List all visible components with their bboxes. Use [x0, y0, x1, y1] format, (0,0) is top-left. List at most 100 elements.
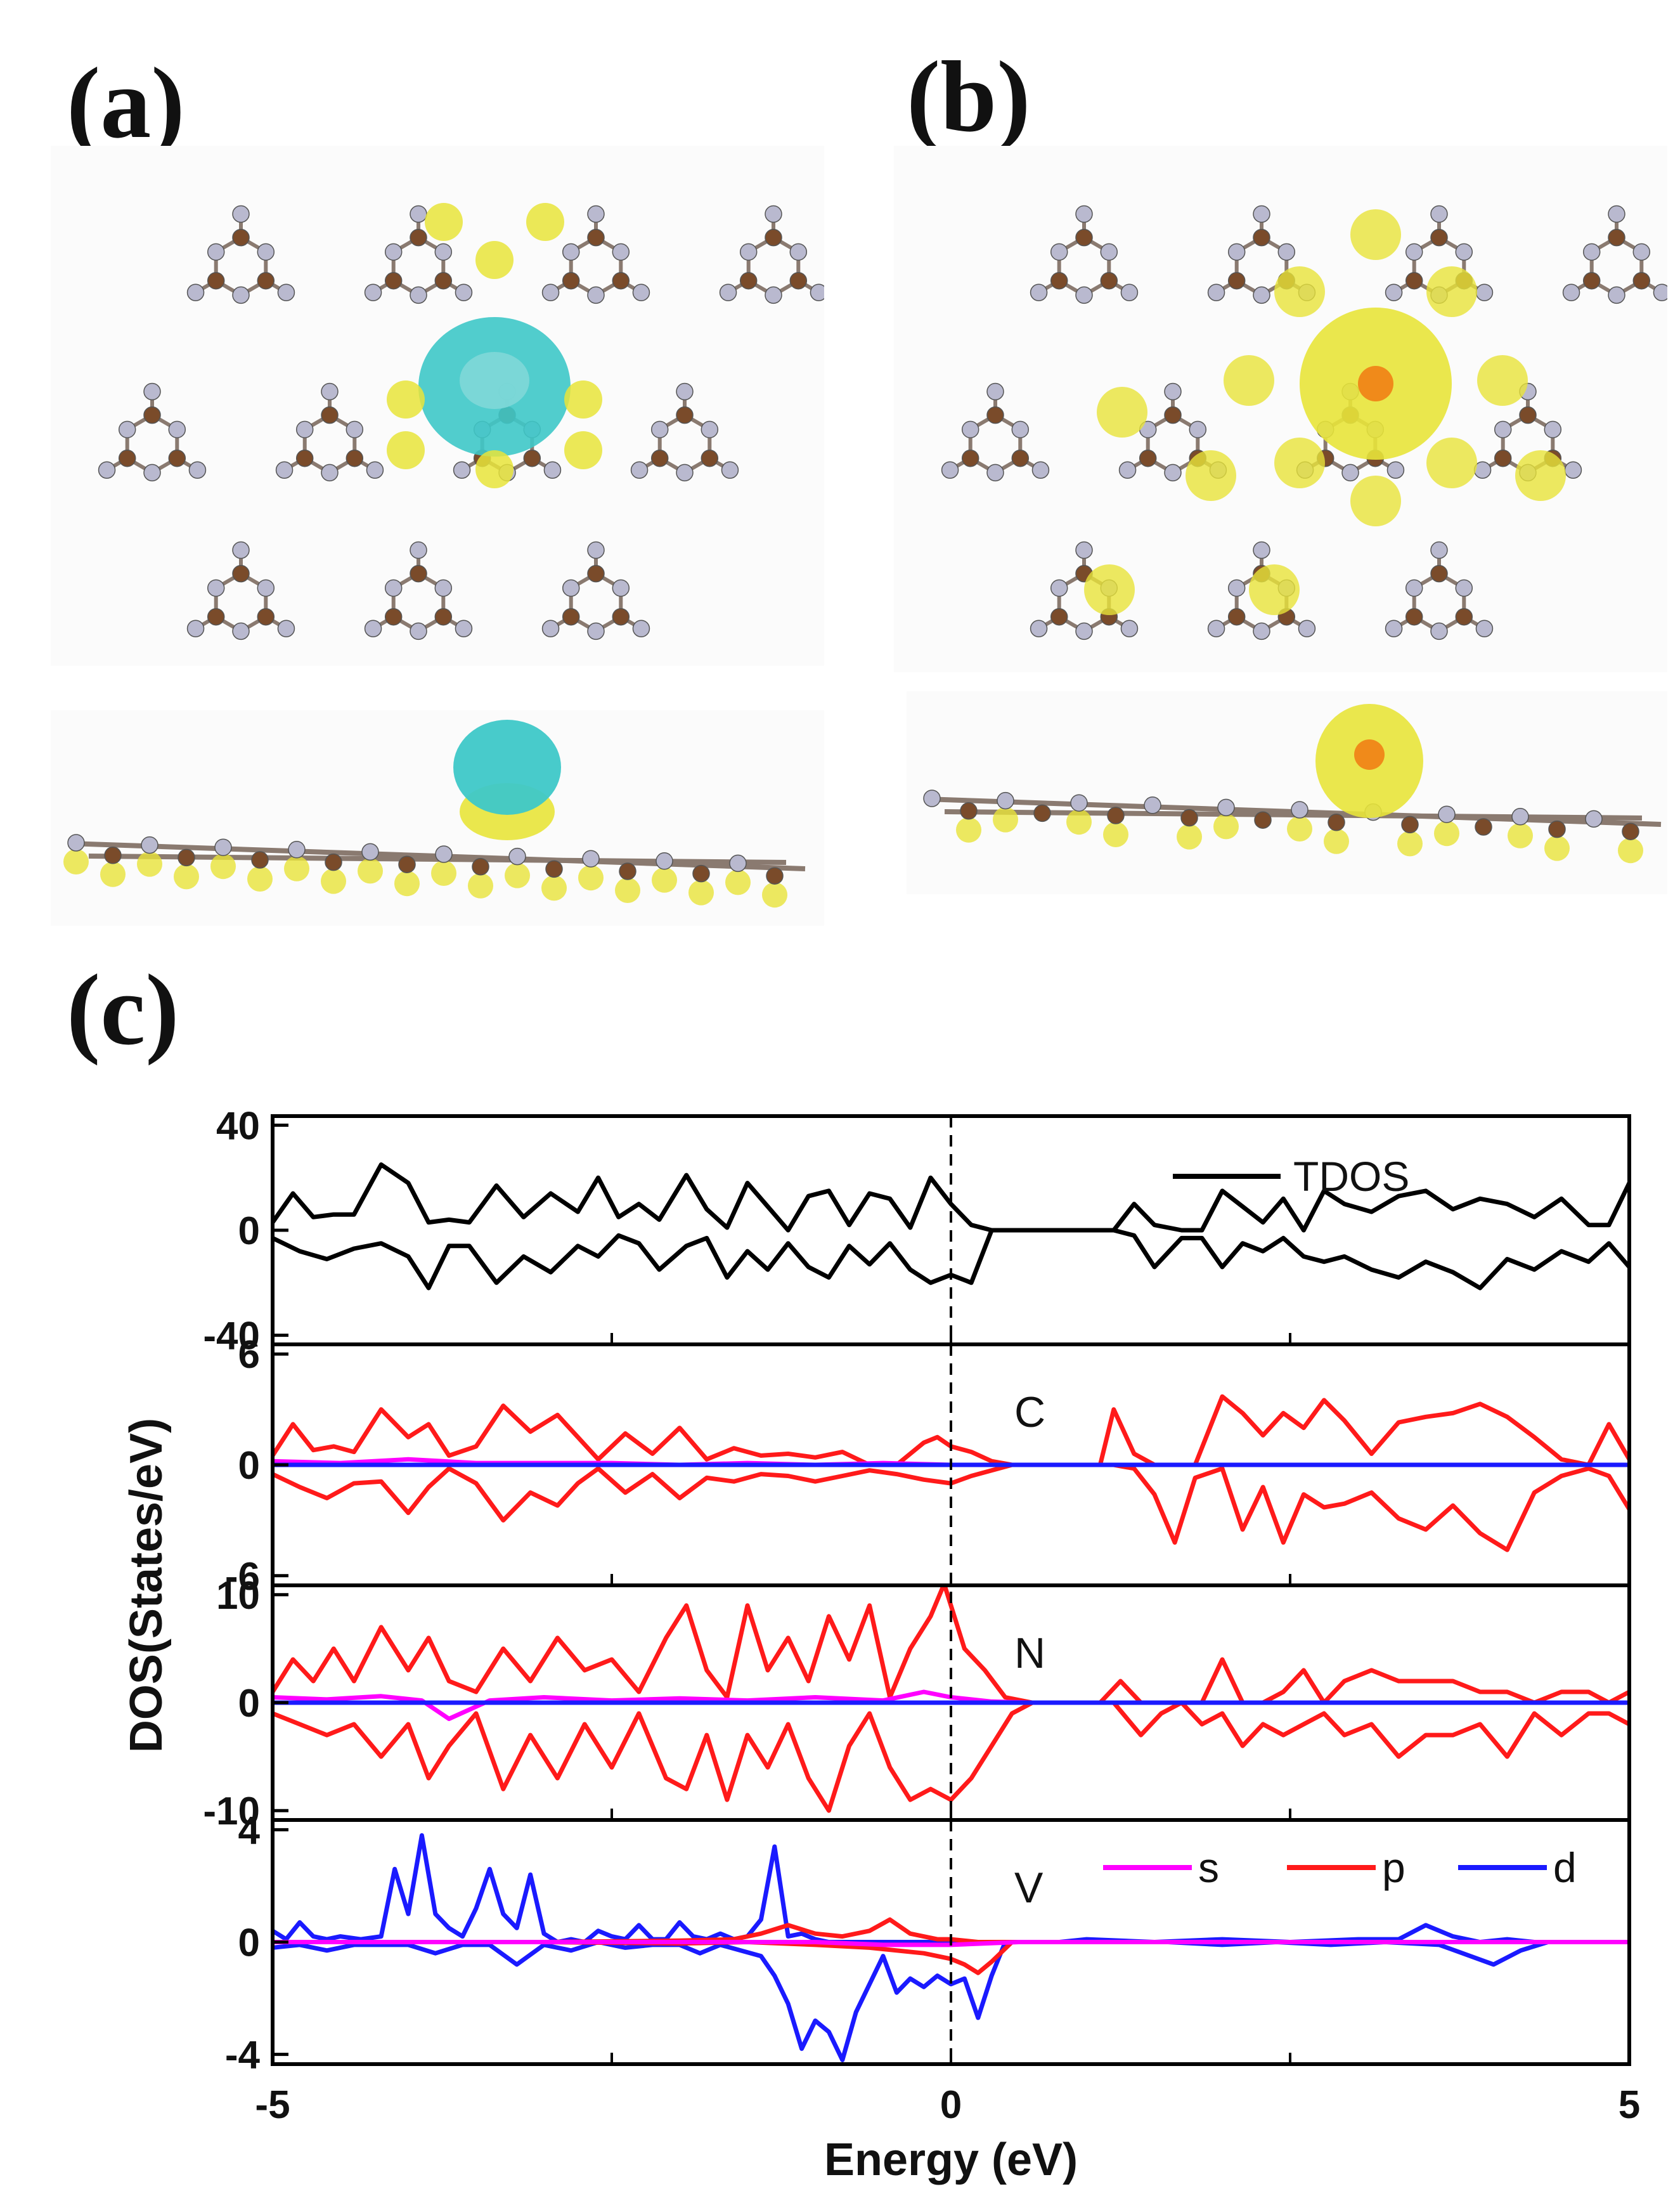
panel-element-label: N [1014, 1629, 1045, 1677]
nitrogen-atom [630, 461, 649, 479]
y-tick-label: 0 [238, 1209, 260, 1253]
nitrogen-atom [1070, 794, 1088, 812]
nitrogen-atom [1475, 620, 1494, 637]
series-line [273, 1228, 1629, 1290]
nitrogen-atom [168, 420, 186, 439]
nitrogen-atom [275, 461, 294, 479]
nitrogen-atom [1227, 579, 1246, 597]
y-tick-label: 10 [216, 1574, 260, 1618]
nitrogen-atom [384, 579, 403, 597]
y-tick-label: 0 [238, 1921, 260, 1965]
accumulation-isosurface [475, 241, 514, 279]
nitrogen-atom [455, 283, 473, 301]
accumulation-isosurface [1618, 838, 1643, 864]
carbon-atom [251, 851, 269, 869]
nitrogen-atom [701, 420, 719, 439]
accumulation-isosurface [1287, 816, 1312, 842]
accumulation-isosurface [358, 858, 383, 884]
carbon-atom [1622, 822, 1639, 840]
carbon-atom [257, 608, 275, 626]
nitrogen-atom [277, 283, 295, 301]
nitrogen-atom [789, 243, 808, 261]
carbon-atom [178, 848, 195, 867]
nitrogen-atom [508, 847, 526, 866]
nitrogen-atom [143, 464, 161, 482]
nitrogen-atom [207, 243, 225, 261]
carbon-atom [562, 608, 580, 626]
accumulation-isosurface [100, 861, 126, 887]
carbon-atom [619, 862, 636, 880]
nitrogen-atom [961, 420, 979, 439]
carbon-atom [612, 608, 630, 626]
carbon-atom [1608, 228, 1625, 247]
nitrogen-atom [1544, 420, 1562, 439]
nitrogen-atom [1075, 205, 1093, 223]
nitrogen-atom [410, 541, 427, 559]
series-line [273, 1585, 1629, 1705]
nitrogen-atom [997, 791, 1014, 810]
nitrogen-atom [810, 283, 824, 301]
nitrogen-atom [346, 420, 364, 439]
nitrogen-atom [366, 461, 384, 479]
carbon-atom [1401, 816, 1419, 834]
nitrogen-atom [232, 205, 250, 223]
carbon-atom [410, 228, 427, 247]
panel-label-b: (b) [907, 40, 1031, 153]
nitrogen-atom [739, 243, 758, 261]
carbon-atom [1164, 406, 1182, 424]
nitrogen-atom [188, 461, 207, 479]
carbon-atom [701, 449, 719, 467]
accumulation-isosurface [387, 380, 425, 419]
nitrogen-atom [141, 836, 158, 854]
nitrogen-atom [1430, 622, 1448, 640]
carbon-atom [1033, 804, 1051, 822]
nitrogen-atom [1511, 808, 1529, 826]
side-lattice [923, 704, 1662, 864]
accumulation-isosurface [1084, 564, 1135, 615]
carbon-atom [960, 802, 978, 820]
y-tick-label: -6 [225, 1555, 260, 1599]
nitrogen-atom [1405, 579, 1423, 597]
carbon-atom [384, 271, 403, 290]
nitrogen-atom [1075, 622, 1093, 640]
x-tick-label: -5 [255, 2083, 290, 2127]
carbon-atom [1050, 271, 1068, 290]
x-tick-label: 0 [940, 2083, 962, 2127]
carbon-atom [1253, 228, 1270, 247]
legend-label-tdos: TDOS [1293, 1153, 1409, 1200]
nitrogen-atom [410, 286, 427, 304]
accumulation-isosurface [247, 866, 273, 892]
nitrogen-atom [455, 620, 473, 637]
nitrogen-atom [587, 205, 605, 223]
nitrogen-atom [1207, 283, 1225, 301]
carbon-atom [1075, 228, 1093, 247]
accumulation-isosurface [1274, 438, 1325, 488]
nitrogen-atom [361, 843, 379, 861]
accumulation-isosurface [174, 864, 199, 890]
carbon-atom [232, 228, 250, 247]
accumulation-isosurface [1097, 387, 1147, 438]
structure-a-side-view [51, 710, 824, 926]
carbon-atom [434, 608, 453, 626]
charge-density [1084, 209, 1566, 615]
nitrogen-atom [1030, 283, 1048, 301]
nitrogen-atom [1385, 620, 1403, 637]
nitrogen-atom [257, 579, 275, 597]
accumulation-isosurface [1177, 824, 1202, 850]
nitrogen-atom [1430, 205, 1448, 223]
nitrogen-atom [1291, 801, 1308, 819]
accumulation-isosurface [1477, 355, 1528, 406]
nitrogen-atom [1341, 464, 1359, 482]
nitrogen-atom [1585, 810, 1603, 828]
accumulation-isosurface [468, 873, 493, 899]
accumulation-isosurface [564, 431, 602, 469]
carbon-atom [257, 271, 275, 290]
nitrogen-atom [1277, 243, 1296, 261]
nitrogen-atom [321, 464, 339, 482]
accumulation-isosurface [1434, 821, 1459, 847]
carbon-atom [143, 406, 161, 424]
nitrogen-atom [562, 579, 580, 597]
carbon-atom [1100, 271, 1118, 290]
nitrogen-atom [295, 420, 314, 439]
depletion-isosurface [453, 720, 561, 815]
